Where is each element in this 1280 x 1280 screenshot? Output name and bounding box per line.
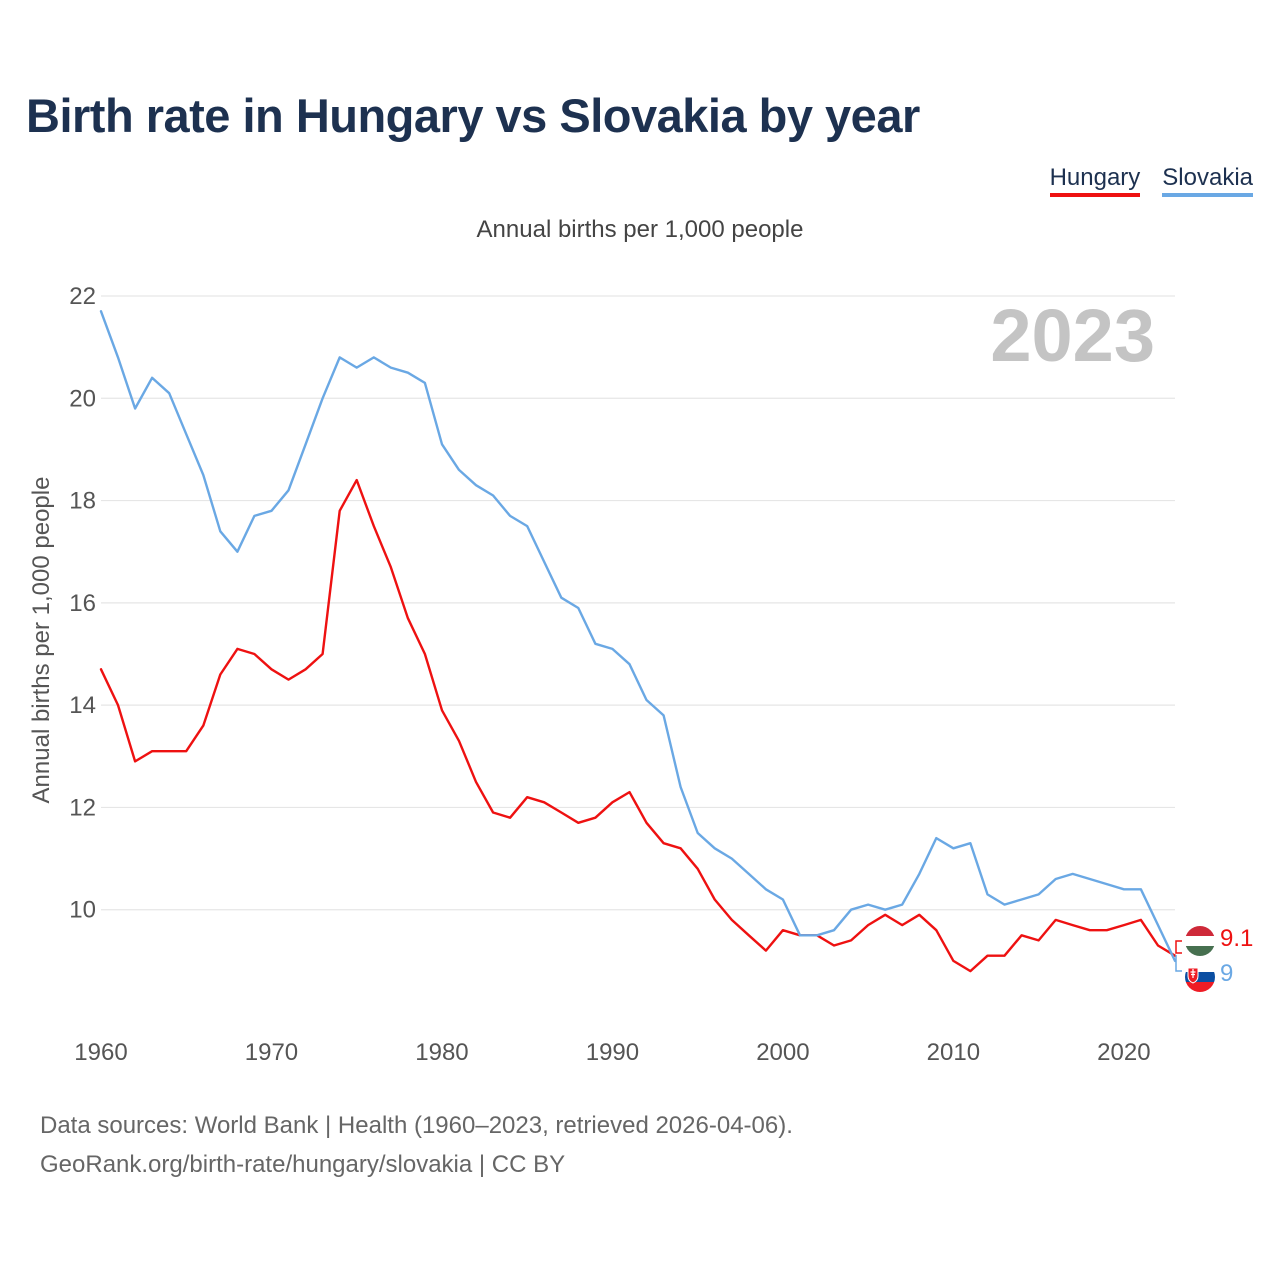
chart-title: Birth rate in Hungary vs Slovakia by yea… — [26, 89, 920, 142]
y-tick-label: 10 — [69, 897, 96, 924]
y-tick-label: 20 — [69, 385, 96, 412]
legend: Hungary Slovakia — [1049, 164, 1253, 197]
legend-item-slovakia[interactable]: Slovakia — [1162, 164, 1253, 197]
x-tick-label: 1980 — [415, 1039, 468, 1066]
slovakia-end-connector — [1175, 955, 1182, 972]
series-line-hungary[interactable] — [99, 478, 1177, 973]
x-tick-label: 2010 — [927, 1039, 980, 1066]
x-tick-label: 1970 — [245, 1039, 298, 1066]
y-tick-label: 18 — [69, 488, 96, 515]
series-line-slovakia[interactable] — [99, 310, 1177, 963]
legend-item-hungary[interactable]: Hungary — [1049, 164, 1141, 197]
year-watermark: 2023 — [990, 294, 1155, 377]
x-tick-label: 2000 — [756, 1039, 809, 1066]
y-tick-label: 14 — [69, 692, 96, 719]
x-tick-label: 1960 — [74, 1039, 127, 1066]
hungary-end-value: 9.1 — [1220, 925, 1253, 952]
slovakia-end-value: 9 — [1220, 960, 1233, 987]
hungary-end-connector — [1175, 940, 1182, 954]
source-line-2[interactable]: GeoRank.org/birth-rate/hungary/slovakia … — [40, 1151, 566, 1178]
slovakia-flag-icon — [1185, 962, 1215, 992]
data-source-note: Data sources: World Bank | Health (1960–… — [40, 1106, 793, 1184]
chart-subtitle: Annual births per 1,000 people — [476, 216, 804, 243]
y-tick-label: 16 — [69, 590, 96, 617]
hungary-flag-icon — [1185, 926, 1215, 956]
y-tick-label: 12 — [69, 794, 96, 821]
y-tick-label: 22 — [69, 283, 96, 310]
source-line-1: Data sources: World Bank | Health (1960–… — [40, 1112, 793, 1139]
x-tick-label: 1990 — [586, 1039, 639, 1066]
x-tick-label: 2020 — [1097, 1039, 1150, 1066]
